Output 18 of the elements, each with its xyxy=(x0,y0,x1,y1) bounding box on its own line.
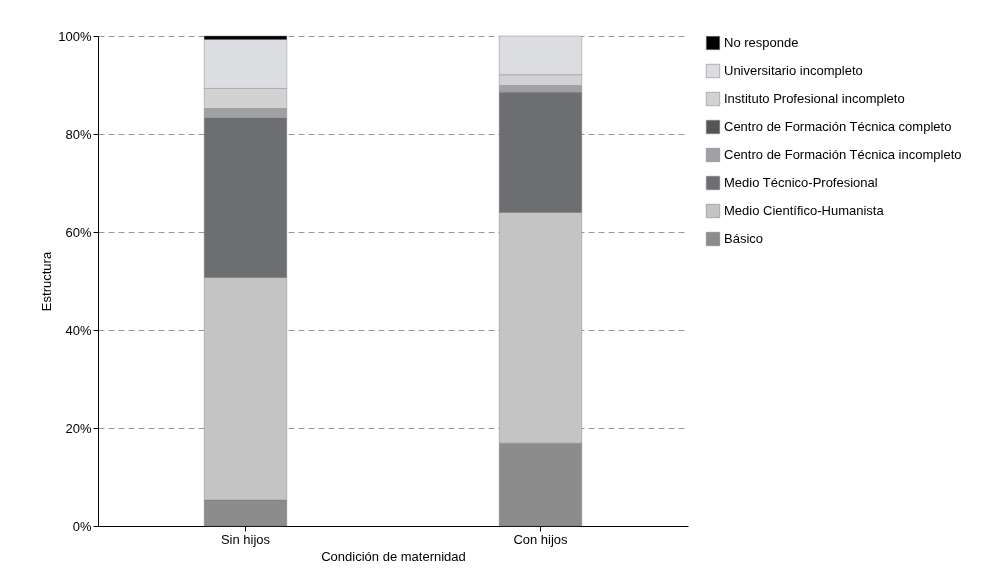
y-tick-label: 0% xyxy=(72,518,92,534)
y-tick-label: 60% xyxy=(65,224,92,240)
legend-label: Medio Técnico-Profesional xyxy=(724,175,878,190)
y-tick-label: 80% xyxy=(65,126,92,142)
x-tick-label: Con hijos xyxy=(513,531,569,547)
legend-label: Centro de Formación Técnica incompleto xyxy=(724,147,962,162)
x-tick-label: Sin hijos xyxy=(220,531,271,547)
y-tick-label: 40% xyxy=(65,322,92,338)
legend-label: Básico xyxy=(724,231,764,246)
y-axis-title: Estructura xyxy=(39,251,55,312)
legend-label: No responde xyxy=(724,35,799,50)
legend-label: Universitario incompleto xyxy=(724,63,863,78)
legend-label: Centro de Formación Técnica completo xyxy=(724,119,952,134)
legend-label: Medio Científico-Humanista xyxy=(724,203,885,218)
x-axis-title: Condición de maternidad xyxy=(321,548,466,564)
y-tick-label: 20% xyxy=(65,420,92,436)
legend-label: Instituto Profesional incompleto xyxy=(724,91,905,106)
y-tick-label: 100% xyxy=(58,28,92,44)
